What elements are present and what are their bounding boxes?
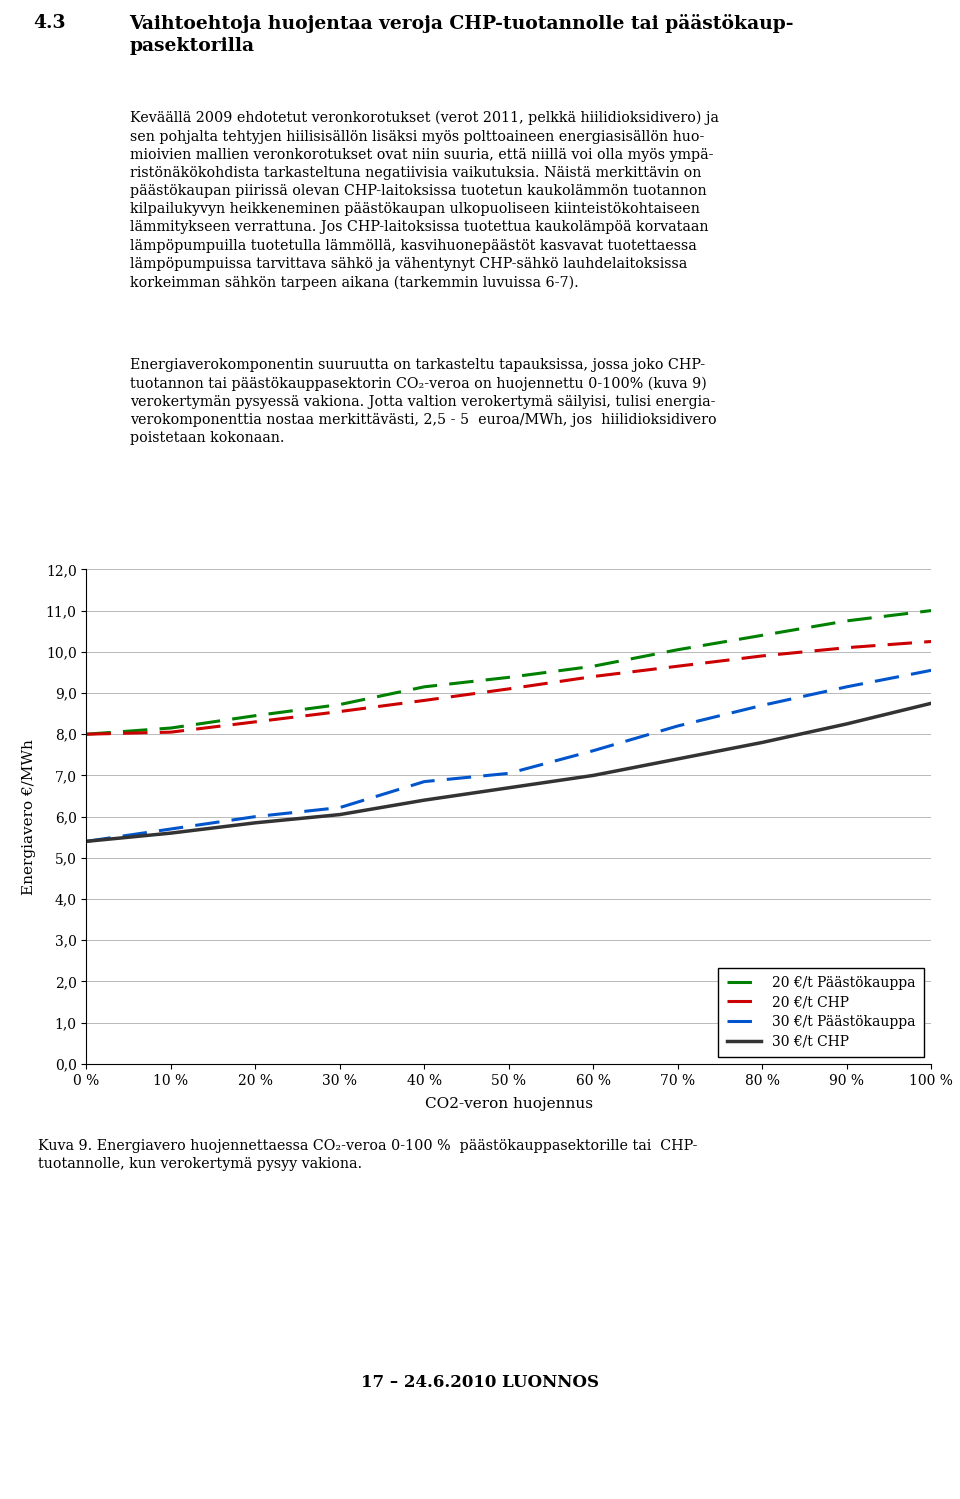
20 €/t Päästökauppa — [503, 669, 515, 687]
20 €/t Päästökauppa — [81, 726, 92, 744]
Text: Energiaverokomponentin suuruutta on tarkasteltu tapauksissa, jossa joko CHP-
tuo: Energiaverokomponentin suuruutta on tark… — [130, 358, 716, 445]
20 €/t CHP — [588, 667, 599, 685]
20 €/t Päästökauppa — [756, 627, 768, 645]
30 €/t Päästökauppa — [756, 697, 768, 715]
30 €/t CHP — [81, 832, 92, 850]
30 €/t CHP — [841, 715, 852, 733]
30 €/t CHP — [588, 766, 599, 784]
30 €/t CHP — [756, 733, 768, 751]
30 €/t Päästökauppa — [925, 661, 937, 679]
Line: 30 €/t CHP: 30 €/t CHP — [86, 703, 931, 841]
30 €/t Päästökauppa — [419, 772, 430, 790]
20 €/t Päästökauppa — [588, 657, 599, 675]
30 €/t CHP — [165, 824, 177, 842]
20 €/t Päästökauppa — [925, 601, 937, 619]
Text: Vaihtoehtoja huojentaa veroja CHP-tuotannolle tai päästökaup-
pasektorilla: Vaihtoehtoja huojentaa veroja CHP-tuotan… — [130, 13, 794, 55]
20 €/t Päästökauppa — [672, 640, 684, 658]
Text: 4.3: 4.3 — [34, 13, 66, 31]
30 €/t Päästökauppa — [165, 820, 177, 838]
30 €/t Päästökauppa — [841, 678, 852, 696]
30 €/t CHP — [250, 814, 261, 832]
30 €/t Päästökauppa — [588, 742, 599, 760]
20 €/t CHP — [419, 691, 430, 709]
20 €/t Päästökauppa — [841, 612, 852, 630]
Line: 20 €/t CHP: 20 €/t CHP — [86, 642, 931, 735]
20 €/t Päästökauppa — [165, 720, 177, 738]
20 €/t CHP — [672, 657, 684, 675]
Y-axis label: Energiavero €/MWh: Energiavero €/MWh — [22, 739, 36, 895]
30 €/t Päästökauppa — [250, 808, 261, 826]
20 €/t Päästökauppa — [334, 696, 346, 714]
30 €/t CHP — [672, 750, 684, 767]
30 €/t Päästökauppa — [334, 799, 346, 817]
20 €/t CHP — [841, 639, 852, 657]
20 €/t Päästökauppa — [250, 706, 261, 724]
Text: Kuva 9. Energiavero huojennettaessa CO₂-veroa 0-100 %  päästökauppasektorille ta: Kuva 9. Energiavero huojennettaessa CO₂-… — [38, 1139, 698, 1171]
20 €/t CHP — [250, 714, 261, 732]
30 €/t Päästökauppa — [672, 717, 684, 735]
30 €/t CHP — [503, 779, 515, 797]
30 €/t Päästökauppa — [81, 832, 92, 850]
30 €/t Päästökauppa — [503, 764, 515, 782]
Text: 17 – 24.6.2010 LUONNOS: 17 – 24.6.2010 LUONNOS — [361, 1375, 599, 1391]
30 €/t CHP — [419, 791, 430, 809]
30 €/t CHP — [334, 805, 346, 823]
20 €/t CHP — [81, 726, 92, 744]
Legend: 20 €/t Päästökauppa, 20 €/t CHP, 30 €/t Päästökauppa, 30 €/t CHP: 20 €/t Päästökauppa, 20 €/t CHP, 30 €/t … — [718, 967, 924, 1057]
X-axis label: CO2-veron huojennus: CO2-veron huojennus — [424, 1097, 592, 1111]
Line: 20 €/t Päästökauppa: 20 €/t Päästökauppa — [86, 610, 931, 735]
20 €/t CHP — [925, 633, 937, 651]
Line: 30 €/t Päästökauppa: 30 €/t Päästökauppa — [86, 670, 931, 841]
20 €/t CHP — [503, 681, 515, 699]
20 €/t CHP — [756, 648, 768, 666]
20 €/t CHP — [165, 723, 177, 741]
20 €/t Päästökauppa — [419, 678, 430, 696]
Text: Keväällä 2009 ehdotetut veronkorotukset (verot 2011, pelkkä hiilidioksidivero) j: Keväällä 2009 ehdotetut veronkorotukset … — [130, 111, 718, 289]
20 €/t CHP — [334, 703, 346, 721]
30 €/t CHP — [925, 694, 937, 712]
